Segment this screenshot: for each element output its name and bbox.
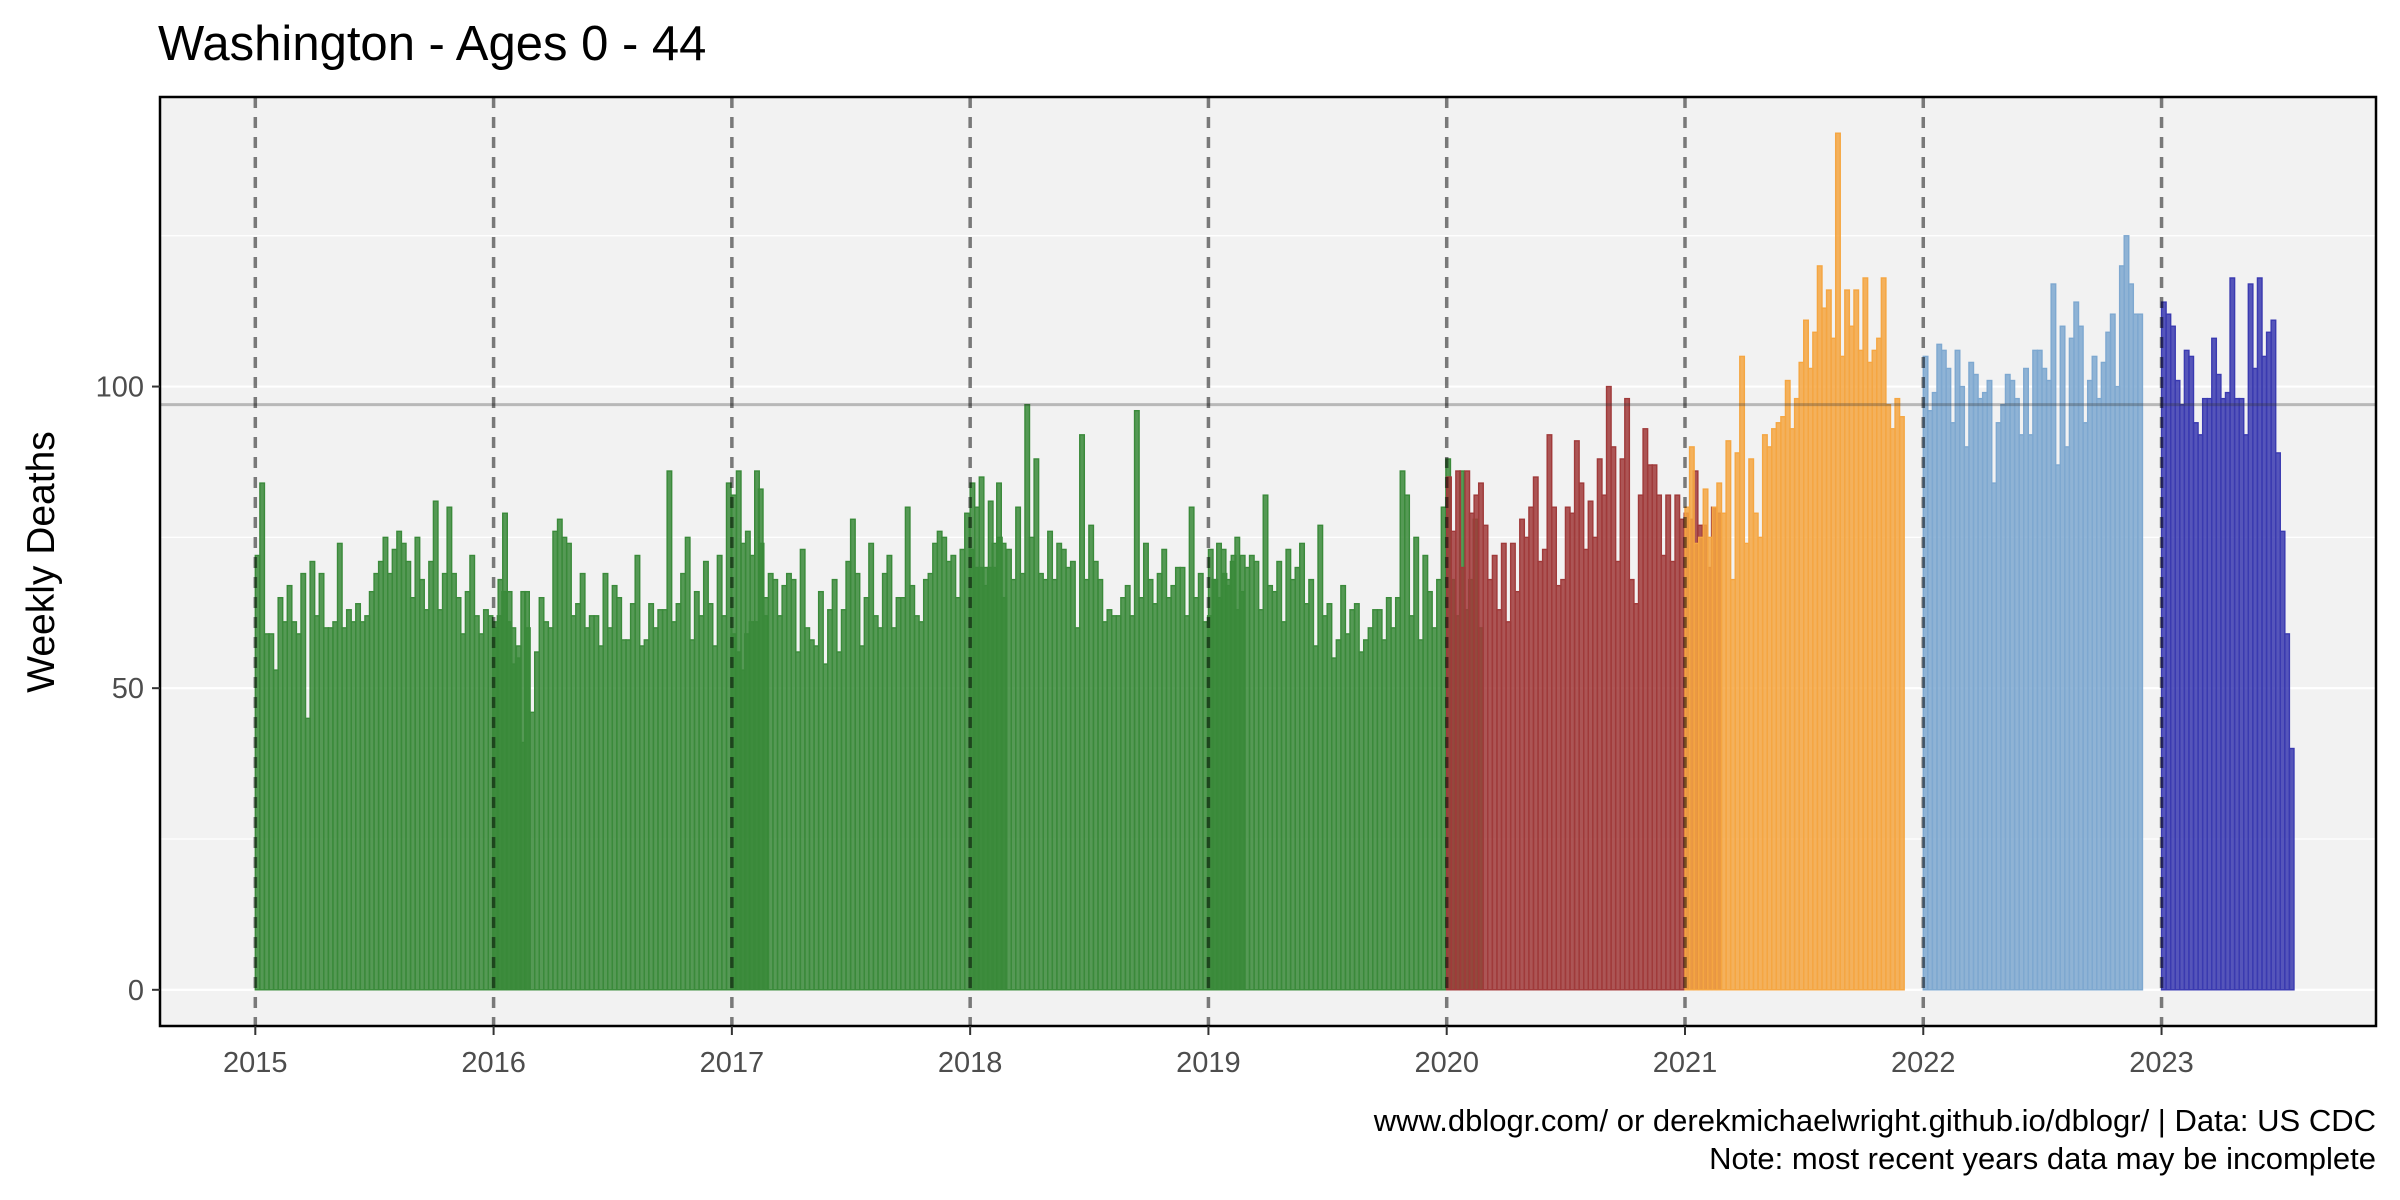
year-dividers <box>253 97 2164 1026</box>
bars <box>254 132 2295 991</box>
x-tick-label: 2023 <box>2129 1047 2194 1079</box>
y-axis-title: Weekly Deaths <box>20 431 63 693</box>
y-tick-label: 50 <box>112 673 144 705</box>
x-tick-label: 2021 <box>1653 1047 1718 1079</box>
x-tick-label: 2020 <box>1414 1047 1479 1079</box>
bar-2021-week-48 <box>1898 416 1905 991</box>
x-tick-label: 2017 <box>700 1047 765 1079</box>
caption-note: Note: most recent years data may be inco… <box>1709 1141 2376 1176</box>
y-tick-label: 0 <box>128 975 144 1007</box>
plot-border <box>158 95 2378 1028</box>
y-axis: 0 50 100 <box>96 372 160 1007</box>
bar-2023-week-29 <box>2288 747 2295 991</box>
bar-2022-week-48 <box>2137 313 2144 991</box>
x-axis: 2015 2016 2017 2018 2019 2020 2021 2022 2023 <box>223 1026 2194 1079</box>
y-tick-label: 100 <box>96 372 144 404</box>
x-tick-label: 2019 <box>1176 1047 1241 1079</box>
x-tick-label: 2015 <box>223 1047 288 1079</box>
x-tick-label: 2016 <box>461 1047 526 1079</box>
caption-source: www.dblogr.com/ or derekmichaelwright.gi… <box>1373 1103 2376 1138</box>
x-tick-label: 2018 <box>938 1047 1003 1079</box>
x-tick-label: 2022 <box>1891 1047 1956 1079</box>
chart-title: Washington - Ages 0 - 44 <box>158 17 706 71</box>
